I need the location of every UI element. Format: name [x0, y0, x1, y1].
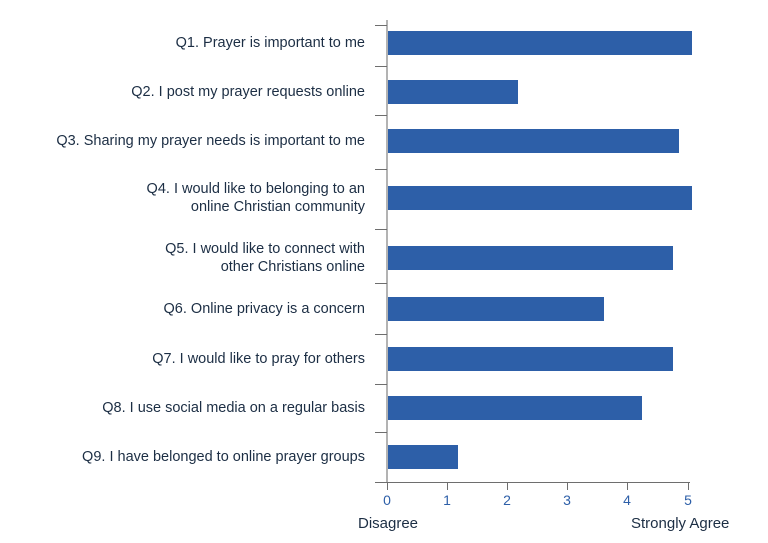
category-label: Q3. Sharing my prayer needs is important… — [56, 133, 365, 149]
x-axis-tick-label: 0 — [383, 492, 391, 508]
category-label: Q2. I post my prayer requests online — [131, 84, 365, 100]
bar — [388, 396, 642, 420]
x-axis-tick — [567, 482, 568, 490]
y-axis-tick — [375, 115, 387, 116]
bar — [388, 129, 679, 153]
bar — [388, 80, 518, 104]
x-axis-tick — [507, 482, 508, 490]
x-axis-tick — [688, 482, 689, 490]
category-label: Q8. I use social media on a regular basi… — [102, 400, 365, 416]
x-axis-tick-label: 5 — [684, 492, 692, 508]
y-axis-tick — [375, 432, 387, 433]
x-axis-tick — [627, 482, 628, 490]
category-label: Q5. I would like to connect with other C… — [165, 241, 365, 275]
x-axis-tick — [387, 482, 388, 490]
category-label: Q4. I would like to belonging to an onli… — [146, 181, 365, 215]
x-axis-tick-label: 4 — [623, 492, 631, 508]
x-axis-max-label: Strongly Agree — [631, 515, 730, 532]
y-axis-tick — [375, 334, 387, 335]
y-axis-tick — [375, 66, 387, 67]
category-label: Q1. Prayer is important to me — [175, 35, 365, 51]
y-axis-tick — [375, 283, 387, 284]
bar — [388, 246, 673, 270]
y-axis-tick — [375, 384, 387, 385]
category-label: Q9. I have belonged to online prayer gro… — [82, 449, 365, 465]
category-label: Q6. Online privacy is a concern — [163, 301, 365, 317]
x-axis-min-label: Disagree — [358, 515, 419, 532]
bar — [388, 445, 458, 469]
y-axis-tick — [375, 169, 387, 170]
x-axis-tick-label: 1 — [443, 492, 451, 508]
category-label: Q7. I would like to pray for others — [152, 351, 365, 367]
x-axis-tick-label: 2 — [503, 492, 511, 508]
bar — [388, 347, 673, 371]
y-axis-tick — [375, 25, 387, 26]
y-axis-line — [386, 20, 388, 483]
bar — [388, 31, 692, 55]
x-axis-tick-label: 3 — [563, 492, 571, 508]
x-axis-tick — [447, 482, 448, 490]
y-axis-tick — [375, 229, 387, 230]
x-axis-line — [375, 482, 690, 483]
bar — [388, 186, 692, 210]
bar — [388, 297, 604, 321]
